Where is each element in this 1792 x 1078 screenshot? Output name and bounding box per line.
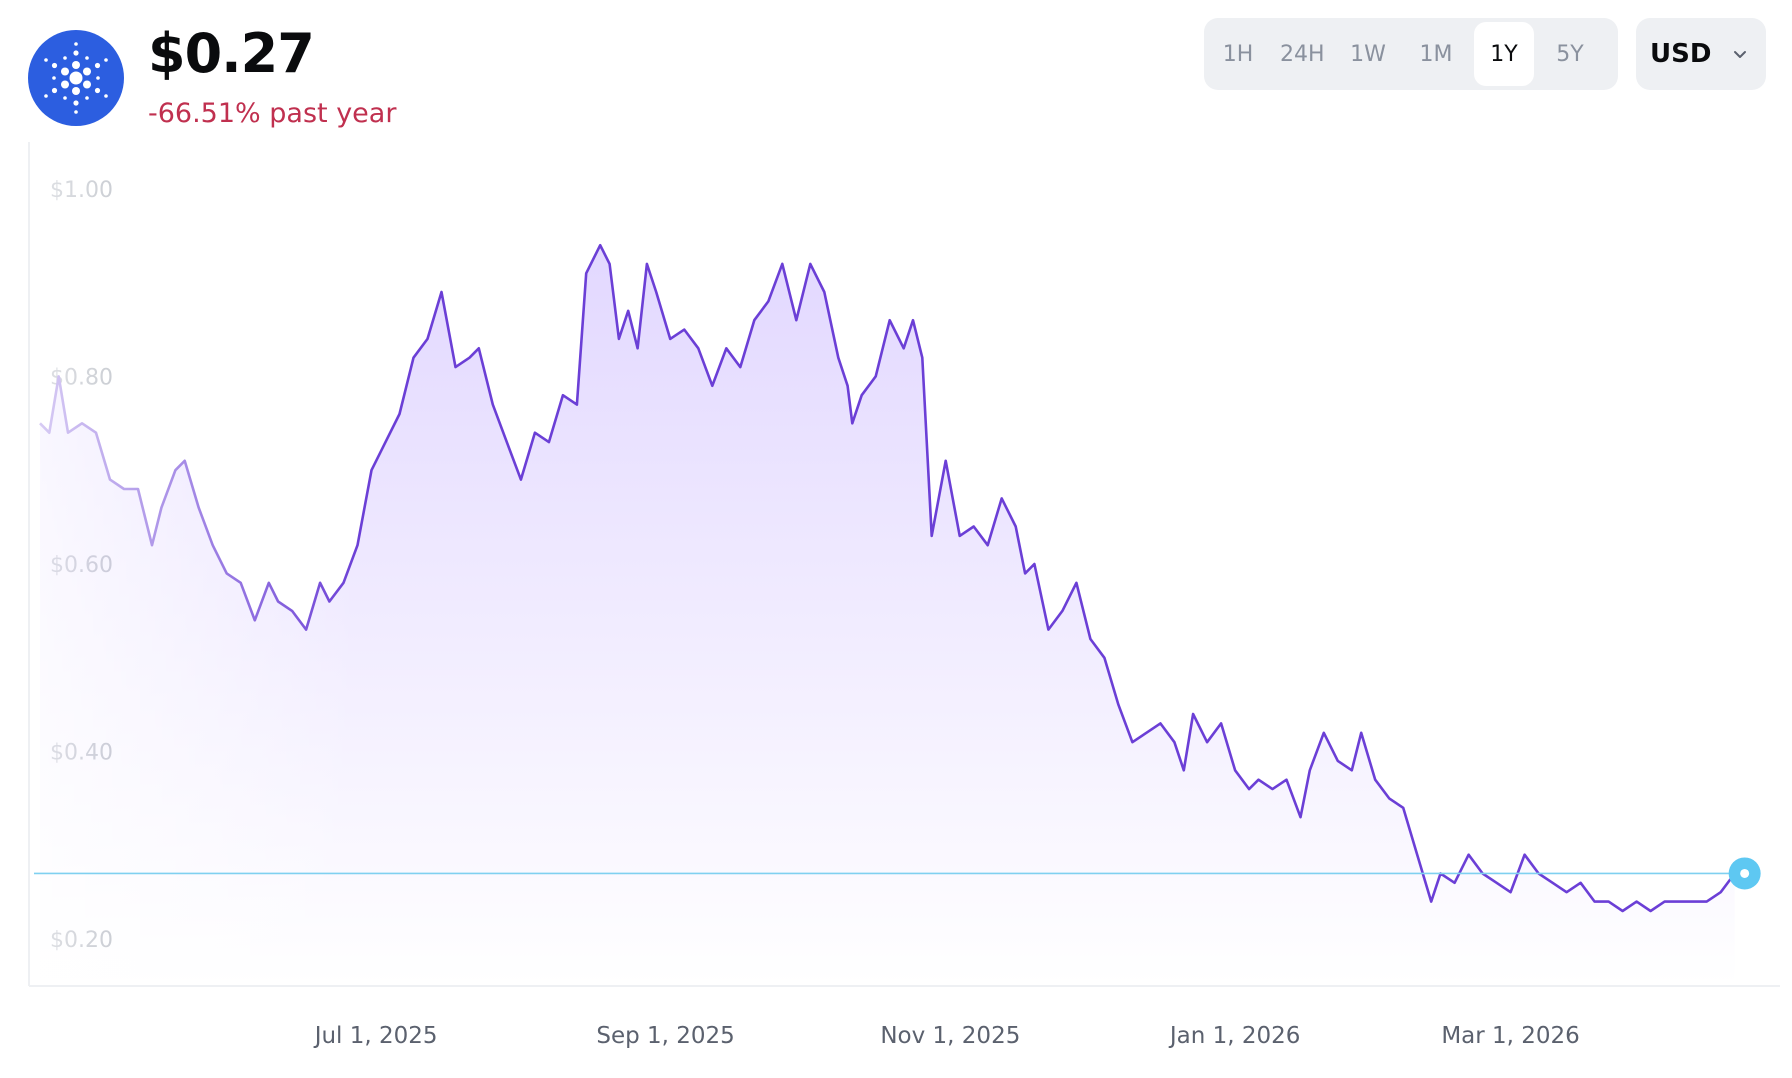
range-1m-button[interactable]: 1M bbox=[1408, 22, 1464, 86]
time-range-selector: 1H 24H 1W 1M 1Y 5Y bbox=[1204, 18, 1618, 90]
current-price: $0.27 bbox=[148, 22, 315, 85]
x-tick-label: Nov 1, 2025 bbox=[880, 1023, 1020, 1049]
range-1h-button[interactable]: 1H bbox=[1210, 22, 1266, 86]
chevron-down-icon bbox=[1732, 46, 1748, 66]
x-tick-label: Jan 1, 2026 bbox=[1168, 1023, 1301, 1049]
left-fade-overlay bbox=[30, 140, 360, 985]
range-5y-button[interactable]: 5Y bbox=[1542, 22, 1598, 86]
x-tick-label: Jul 1, 2025 bbox=[313, 1023, 438, 1049]
range-1y-button[interactable]: 1Y bbox=[1474, 22, 1534, 86]
price-change: -66.51% past year bbox=[148, 98, 397, 129]
currency-selector[interactable]: USD bbox=[1636, 18, 1766, 90]
currency-label: USD bbox=[1650, 39, 1712, 69]
current-price-marker-dot bbox=[1740, 868, 1750, 878]
range-24h-button[interactable]: 24H bbox=[1274, 22, 1330, 86]
x-tick-label: Mar 1, 2026 bbox=[1441, 1023, 1580, 1049]
cardano-logo-icon bbox=[28, 30, 124, 126]
x-tick-label: Sep 1, 2025 bbox=[596, 1023, 734, 1049]
range-1w-button[interactable]: 1W bbox=[1340, 22, 1396, 86]
price-area bbox=[40, 245, 1735, 986]
